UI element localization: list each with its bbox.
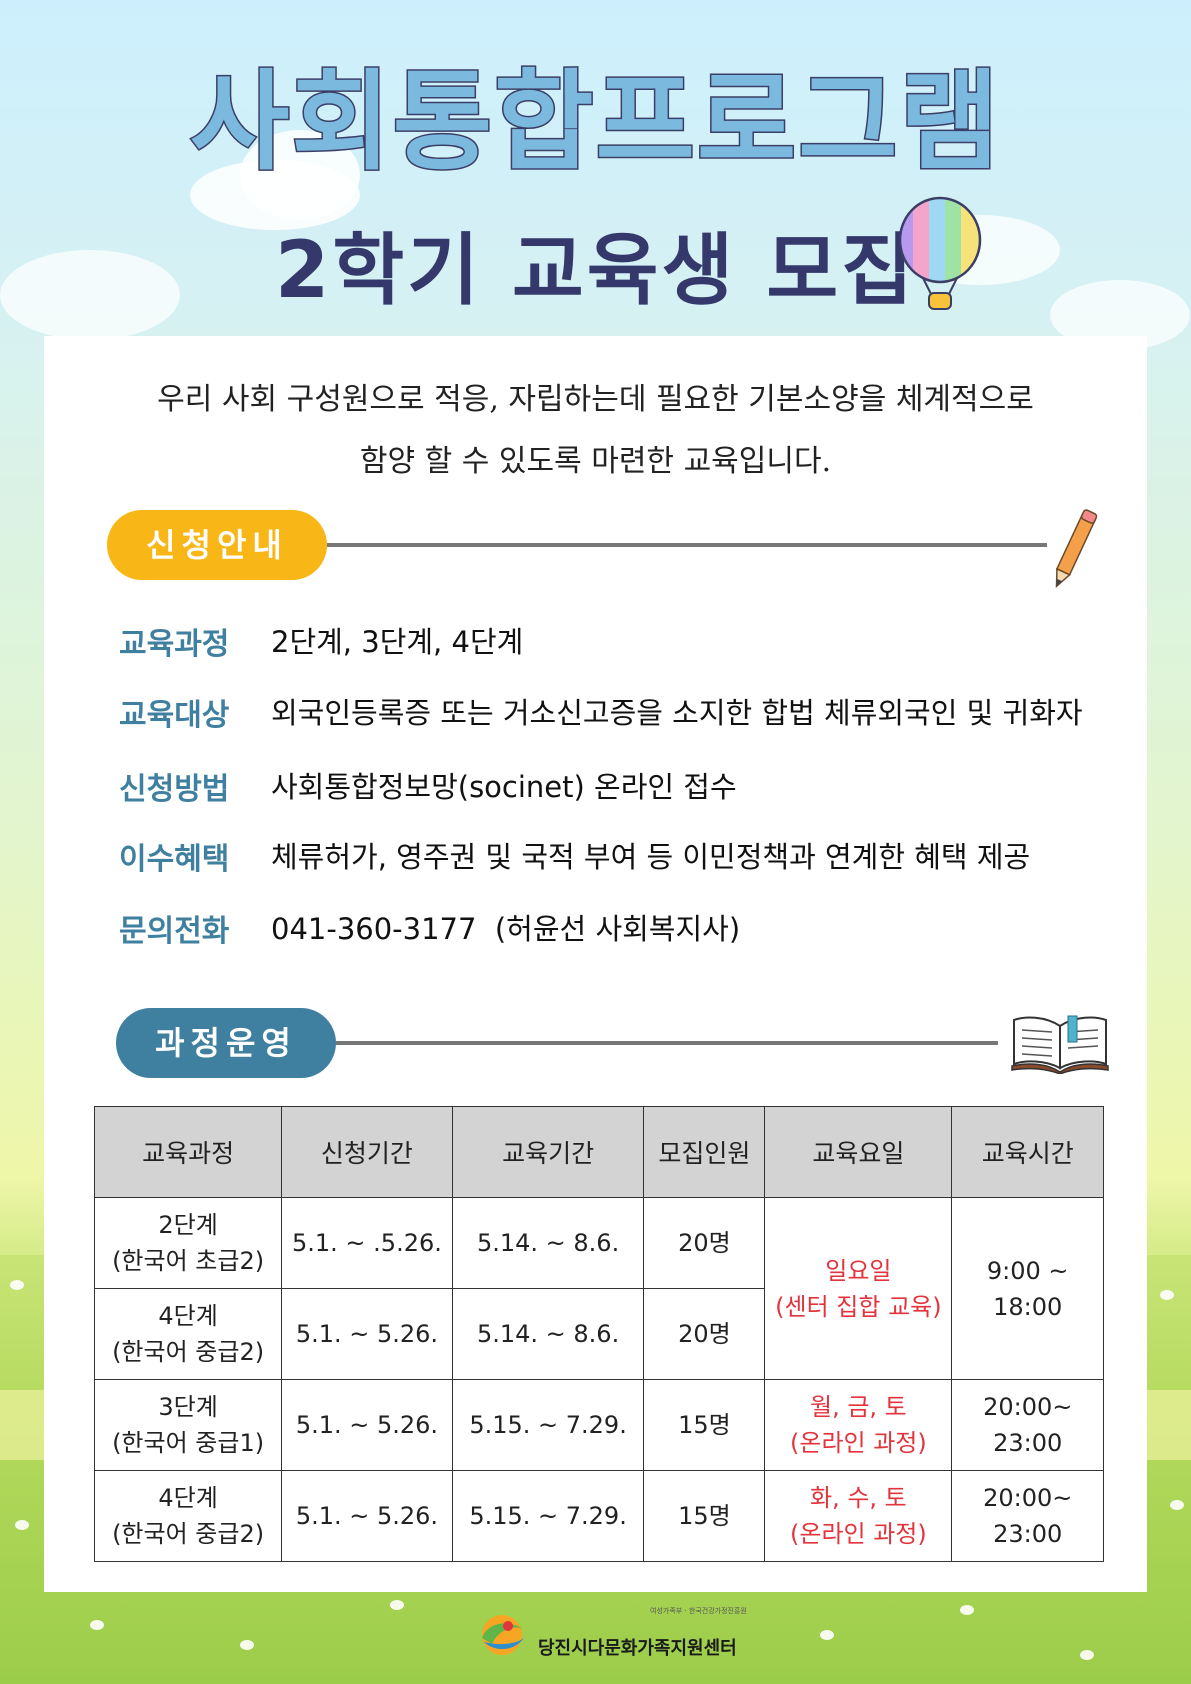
flower [1160, 1290, 1174, 1300]
section-heading-apply: 신청안내 [107, 510, 327, 580]
days-cell: 월, 금, 토 (온라인 과정) [764, 1379, 953, 1471]
apply-period-cell: 5.1. ~ 5.26. [281, 1288, 453, 1380]
column-header: 교육과정 [93, 1106, 283, 1198]
divider [336, 1041, 998, 1045]
info-value-contact: 041-360-3177 (허윤선 사회복지사) [271, 912, 741, 946]
days-value: 화, 수, 토 [810, 1484, 907, 1512]
info-label-method: 신청방법 [119, 772, 230, 807]
column-header: 교육시간 [951, 1106, 1104, 1198]
days-value: 일요일 [825, 1256, 892, 1285]
capacity-cell: 20명 [643, 1288, 766, 1380]
divider [327, 543, 1047, 547]
level-detail: (한국어 중급2) [112, 1338, 265, 1366]
table-row: 3단계 (한국어 중급1) 5.1. ~ 5.26. 5.15. ~ 7.29.… [93, 1379, 1104, 1471]
open-book-icon [1011, 1015, 1109, 1074]
info-label-contact: 문의전화 [119, 914, 230, 949]
time-start: 20:00~ [983, 1484, 1073, 1512]
column-header: 교육기간 [451, 1106, 645, 1198]
intro-line-1: 우리 사회 구성원으로 적응, 자립하는데 필요한 기본소양을 체계적으로 [157, 382, 1034, 417]
flower [820, 1630, 834, 1640]
days-detail: (센터 집합 교육) [775, 1292, 942, 1321]
days-cell: 일요일 (센터 집합 교육) [764, 1197, 953, 1380]
apply-period-cell: 5.1. ~ 5.26. [281, 1470, 453, 1562]
flower [15, 1520, 29, 1530]
table-header-row: 교육과정 신청기간 교육기간 모집인원 교육요일 교육시간 [93, 1106, 1104, 1198]
course-period-cell: 5.14. ~ 8.6. [451, 1288, 645, 1380]
column-header: 신청기간 [281, 1106, 453, 1198]
section-heading-course: 과정운영 [116, 1008, 336, 1078]
days-detail: (온라인 과정) [790, 1520, 927, 1548]
center-logo-icon [482, 1615, 524, 1655]
column-header: 모집인원 [643, 1106, 766, 1198]
cloud [0, 250, 180, 340]
level-cell: 2단계 (한국어 초급2) [93, 1197, 283, 1289]
flower [1080, 1650, 1094, 1660]
level-name: 4단계 [158, 1484, 218, 1512]
time-start: 20:00~ [983, 1393, 1073, 1421]
info-value-benefit: 체류허가, 영주권 및 국적 부여 등 이민정책과 연계한 혜택 제공 [271, 840, 1031, 874]
time-end: 18:00 [993, 1292, 1063, 1321]
course-period-cell: 5.14. ~ 8.6. [451, 1197, 645, 1289]
content-card: 우리 사회 구성원으로 적응, 자립하는데 필요한 기본소양을 체계적으로 함양… [44, 336, 1147, 1592]
flower [1170, 1500, 1184, 1510]
days-value: 월, 금, 토 [810, 1393, 907, 1421]
level-cell: 4단계 (한국어 중급2) [93, 1470, 283, 1562]
level-detail: (한국어 중급2) [112, 1520, 265, 1548]
page-title: 사회통합프로그램 [189, 59, 1001, 187]
table-row: 4단계 (한국어 중급2) 5.1. ~ 5.26. 5.14. ~ 8.6. … [93, 1288, 1104, 1380]
capacity-cell: 15명 [643, 1379, 766, 1471]
course-period-cell: 5.15. ~ 7.29. [451, 1470, 645, 1562]
info-label-target: 교육대상 [119, 698, 230, 733]
apply-period-cell: 5.1. ~ 5.26. [281, 1379, 453, 1471]
footer-org-name: 당진시다문화가족지원센터 [538, 1638, 737, 1659]
level-detail: (한국어 초급2) [112, 1247, 265, 1275]
flower [240, 1640, 254, 1650]
flower [10, 1280, 24, 1290]
level-name: 4단계 [158, 1302, 218, 1330]
time-start: 9:00 ~ [986, 1256, 1069, 1285]
time-end: 23:00 [993, 1429, 1063, 1457]
cloud [240, 130, 360, 220]
flower [390, 1600, 404, 1610]
info-value-course: 2단계, 3단계, 4단계 [271, 625, 524, 659]
level-cell: 4단계 (한국어 중급2) [93, 1288, 283, 1380]
hot-air-balloon-icon [898, 196, 982, 310]
info-label-benefit: 이수혜택 [119, 842, 230, 877]
days-cell: 화, 수, 토 (온라인 과정) [764, 1470, 953, 1562]
intro-line-2: 함양 할 수 있도록 마련한 교육입니다. [359, 444, 832, 479]
info-value-target: 외국인등록증 또는 거소신고증을 소지한 합법 체류외국인 및 귀화자 [271, 696, 1083, 730]
course-schedule-table: 교육과정 신청기간 교육기간 모집인원 교육요일 교육시간 2단계 (한국어 초… [93, 1106, 1104, 1562]
time-cell: 9:00 ~ 18:00 [951, 1197, 1104, 1380]
footer-sponsor-text: 여성가족부 · 한국건강가정진흥원 [650, 1607, 747, 1615]
capacity-cell: 15명 [643, 1470, 766, 1562]
level-cell: 3단계 (한국어 중급1) [93, 1379, 283, 1471]
page-subtitle: 2학기 교육생 모집 [275, 226, 916, 316]
info-label-course: 교육과정 [119, 627, 230, 662]
course-period-cell: 5.15. ~ 7.29. [451, 1379, 645, 1471]
table-row: 2단계 (한국어 초급2) 5.1. ~ .5.26. 5.14. ~ 8.6.… [93, 1197, 1104, 1380]
time-cell: 20:00~ 23:00 [951, 1379, 1104, 1471]
level-detail: (한국어 중급1) [112, 1429, 265, 1457]
level-name: 2단계 [158, 1211, 218, 1239]
flower [90, 1620, 104, 1630]
table-row: 4단계 (한국어 중급2) 5.1. ~ 5.26. 5.15. ~ 7.29.… [93, 1470, 1104, 1562]
days-detail: (온라인 과정) [790, 1429, 927, 1457]
flower [960, 1605, 974, 1615]
time-end: 23:00 [993, 1520, 1063, 1548]
capacity-cell: 20명 [643, 1197, 766, 1289]
pencil-icon [1055, 509, 1098, 589]
level-name: 3단계 [158, 1393, 218, 1421]
apply-period-cell: 5.1. ~ .5.26. [281, 1197, 453, 1289]
column-header: 교육요일 [764, 1106, 953, 1198]
info-value-method: 사회통합정보망(socinet) 온라인 접수 [271, 770, 737, 804]
time-cell: 20:00~ 23:00 [951, 1470, 1104, 1562]
